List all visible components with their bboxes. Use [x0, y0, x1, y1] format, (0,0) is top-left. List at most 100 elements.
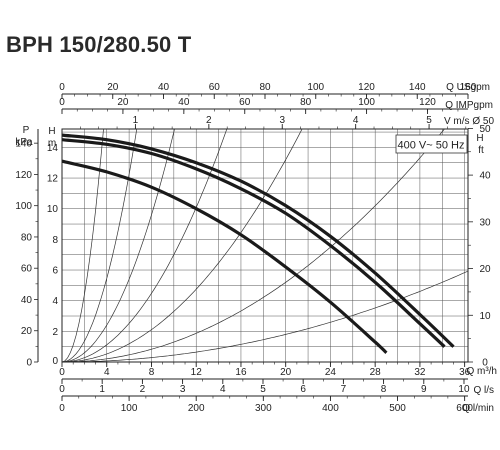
head-m-axis-label-unit: m	[48, 138, 56, 149]
pump-curve-1	[61, 133, 455, 348]
ls-tick-label: 0	[59, 384, 65, 395]
system-curve	[62, 271, 468, 362]
system-curve	[62, 129, 303, 362]
m3h-tick-label: 8	[149, 367, 155, 378]
impgpm-tick-label: 60	[239, 97, 251, 108]
usgpm-tick-label: 0	[59, 82, 65, 93]
lmin-tick-label: 100	[121, 403, 138, 414]
head-m-tick-label: 6	[52, 266, 58, 277]
system-curves	[62, 129, 468, 362]
lmin-tick-label: 200	[188, 403, 205, 414]
lmin-tick-label: 300	[255, 403, 272, 414]
pump-curve-3	[61, 159, 388, 354]
system-curve	[62, 129, 228, 362]
usgpm-tick-label: 140	[409, 82, 426, 93]
ls-tick-label: 10	[458, 384, 470, 395]
lmin-tick-label: 600	[456, 403, 473, 414]
velocity-tick-label: 3	[279, 115, 285, 126]
kpa-tick-label: 100	[15, 201, 32, 212]
usgpm-tick-label: 20	[107, 82, 119, 93]
kpa-tick-label: 80	[21, 232, 33, 243]
axes: 020406080100120140PkPa24681012140Hm01020…	[15, 82, 497, 414]
ft-axis-label-h: H	[476, 133, 483, 144]
grid	[62, 129, 468, 362]
velocity-unit-label: V m/s Ø 50	[444, 116, 494, 127]
legend-box: 400 V~ 50 Hz	[395, 134, 468, 154]
head-m-tick-label: 2	[52, 327, 58, 338]
impgpm-tick-label: 120	[419, 97, 436, 108]
velocity-tick-label: 4	[353, 115, 359, 126]
kpa-tick-label: 60	[21, 264, 33, 275]
head-m-tick-label: 12	[47, 174, 59, 185]
lmin-unit-label: Q l/min	[462, 403, 494, 414]
kpa-tick-label: 20	[21, 326, 33, 337]
head-m-tick-label: 8	[52, 235, 58, 246]
usgpm-tick-label: 80	[259, 82, 271, 93]
kpa-axis-label-unit: kPa	[15, 137, 33, 148]
m3h-tick-label: 28	[370, 367, 382, 378]
lmin-tick-label: 400	[322, 403, 339, 414]
ft-tick-label: 30	[479, 217, 491, 228]
pump-curve-2	[61, 138, 446, 348]
usgpm-tick-label: 100	[307, 82, 324, 93]
ls-tick-label: 8	[381, 384, 387, 395]
legend-label: 400 V~ 50 Hz	[398, 140, 465, 152]
velocity-tick-label: 5	[426, 115, 432, 126]
kpa-tick-label: 140	[15, 139, 32, 150]
system-curve	[62, 129, 138, 362]
lmin-tick-label: 0	[59, 403, 65, 414]
ls-tick-label: 9	[421, 384, 427, 395]
impgpm-tick-label: 20	[117, 97, 129, 108]
ft-tick-label: 50	[479, 124, 491, 135]
usgpm-tick-label: 160	[460, 82, 477, 93]
m3h-tick-label: 32	[414, 367, 426, 378]
m3h-tick-label: 12	[191, 367, 203, 378]
head-m-axis-label-h: H	[48, 126, 55, 137]
m3h-tick-label: 0	[59, 367, 65, 378]
usgpm-tick-label: 120	[358, 82, 375, 93]
kpa-tick-label: 120	[15, 170, 32, 181]
kpa-axis-label-p: P	[23, 125, 30, 136]
head-m-tick-label: 4	[52, 296, 58, 307]
impgpm-unit-label: Q IMPgpm	[445, 100, 493, 111]
head-m-tick-label: 0	[52, 356, 58, 367]
ls-tick-label: 3	[180, 384, 186, 395]
plot-frame	[61, 128, 469, 363]
m3h-tick-label: 36	[459, 367, 471, 378]
ls-tick-label: 6	[300, 384, 306, 395]
impgpm-tick-label: 40	[178, 97, 190, 108]
impgpm-tick-label: 80	[300, 97, 312, 108]
m3h-tick-label: 16	[235, 367, 247, 378]
m3h-tick-label: 4	[104, 367, 110, 378]
usgpm-unit-label: Q USgpm	[446, 82, 490, 93]
head-m-tick-label: 14	[47, 143, 59, 154]
ls-tick-label: 2	[140, 384, 146, 395]
ft-tick-label: 10	[479, 311, 491, 322]
velocity-tick-label: 1	[133, 115, 139, 126]
ft-tick-label: 0	[482, 358, 488, 369]
pump-curves	[61, 133, 455, 354]
usgpm-tick-label: 40	[158, 82, 170, 93]
kpa-tick-label: 0	[26, 358, 32, 369]
head-m-tick-label: 10	[47, 204, 59, 215]
kpa-tick-label: 40	[21, 295, 33, 306]
ft-tick-label: 40	[479, 171, 491, 182]
ft-axis-label-unit: ft	[478, 145, 484, 156]
m3h-tick-label: 24	[325, 367, 337, 378]
ls-tick-label: 4	[220, 384, 226, 395]
ls-tick-label: 1	[99, 384, 105, 395]
velocity-tick-label: 2	[206, 115, 212, 126]
chart-title: BPH 150/280.50 T	[6, 32, 192, 57]
impgpm-tick-label: 100	[358, 97, 375, 108]
m3h-unit-label: Q m³/h	[466, 366, 497, 377]
system-curve	[62, 129, 175, 362]
m3h-tick-label: 20	[280, 367, 292, 378]
ft-tick-label: 20	[479, 264, 491, 275]
usgpm-tick-label: 60	[209, 82, 221, 93]
ls-unit-label: Q l/s	[473, 385, 494, 396]
ls-tick-label: 5	[260, 384, 266, 395]
lmin-tick-label: 500	[389, 403, 406, 414]
system-curve	[62, 129, 104, 362]
ls-tick-label: 7	[341, 384, 347, 395]
